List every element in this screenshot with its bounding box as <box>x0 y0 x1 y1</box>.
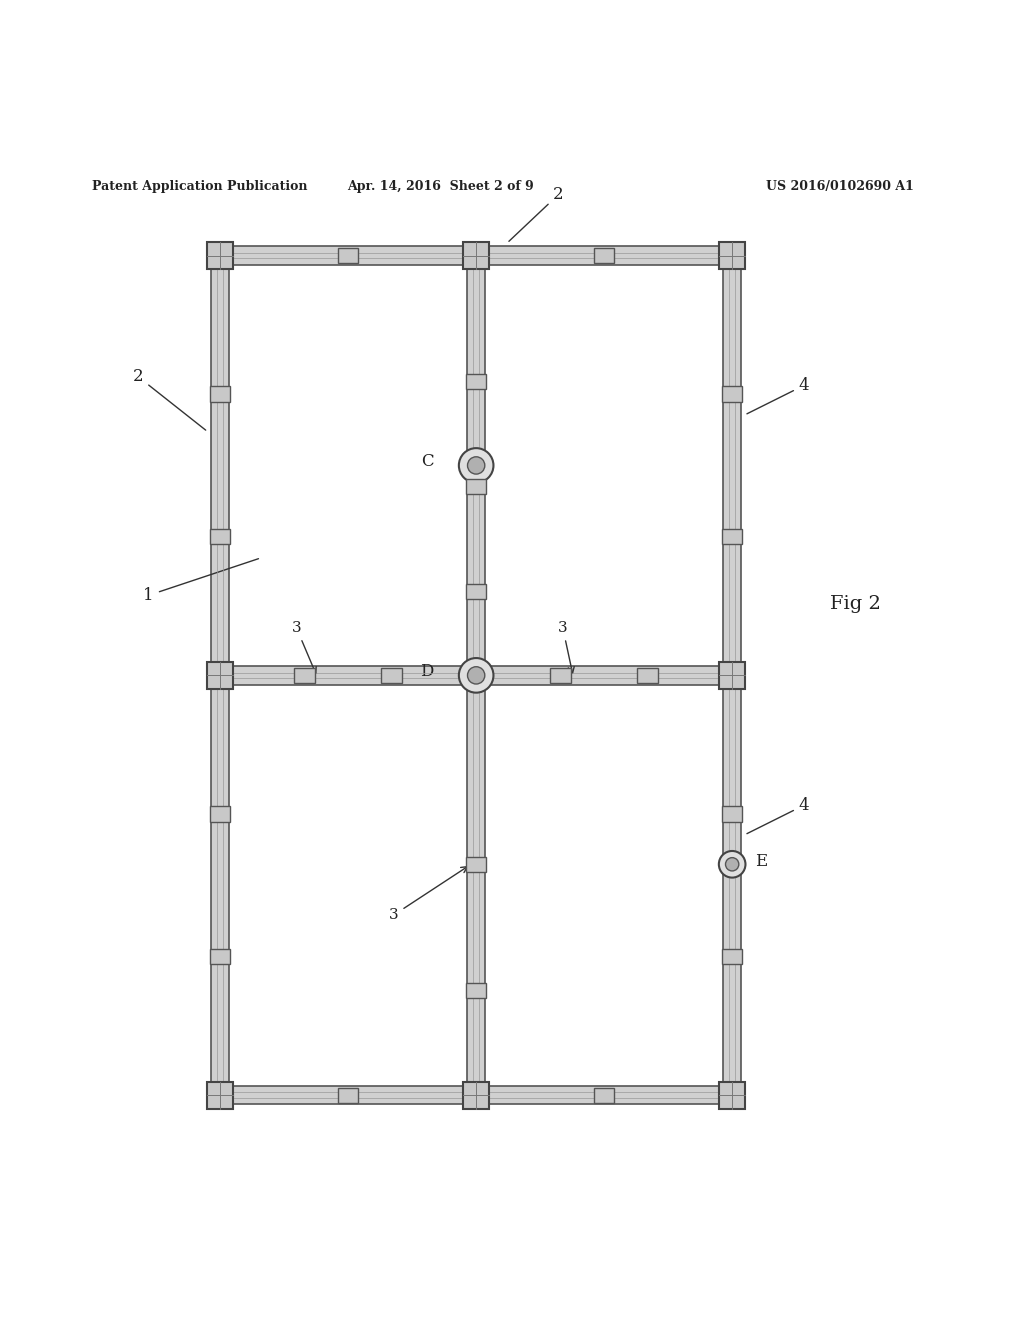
Text: 3: 3 <box>292 622 316 673</box>
FancyBboxPatch shape <box>463 1082 489 1109</box>
Text: Patent Application Publication: Patent Application Publication <box>92 181 307 194</box>
FancyBboxPatch shape <box>594 1088 614 1104</box>
FancyBboxPatch shape <box>719 242 745 269</box>
Text: 1: 1 <box>143 558 258 603</box>
Circle shape <box>459 659 494 693</box>
Circle shape <box>725 858 738 871</box>
Text: 3: 3 <box>389 867 467 921</box>
FancyBboxPatch shape <box>210 949 230 965</box>
FancyBboxPatch shape <box>210 529 230 544</box>
FancyBboxPatch shape <box>466 479 486 494</box>
Polygon shape <box>220 667 732 685</box>
Text: 4: 4 <box>746 797 809 834</box>
Text: C: C <box>421 453 433 470</box>
FancyBboxPatch shape <box>210 387 230 401</box>
FancyBboxPatch shape <box>207 242 233 269</box>
FancyBboxPatch shape <box>551 668 571 682</box>
Polygon shape <box>220 247 732 265</box>
FancyBboxPatch shape <box>722 949 742 965</box>
FancyBboxPatch shape <box>466 374 486 389</box>
Polygon shape <box>723 256 741 1096</box>
FancyBboxPatch shape <box>719 1082 745 1109</box>
Text: 4: 4 <box>746 378 809 414</box>
FancyBboxPatch shape <box>466 857 486 873</box>
FancyBboxPatch shape <box>207 1082 233 1109</box>
FancyBboxPatch shape <box>722 387 742 401</box>
FancyBboxPatch shape <box>466 583 486 599</box>
FancyBboxPatch shape <box>722 807 742 821</box>
FancyBboxPatch shape <box>338 248 358 263</box>
Polygon shape <box>467 256 485 1096</box>
Circle shape <box>459 447 494 483</box>
Text: Apr. 14, 2016  Sheet 2 of 9: Apr. 14, 2016 Sheet 2 of 9 <box>347 181 534 194</box>
Text: 3: 3 <box>558 622 574 673</box>
FancyBboxPatch shape <box>381 668 401 682</box>
Text: E: E <box>755 853 767 870</box>
Text: 2: 2 <box>133 368 206 430</box>
FancyBboxPatch shape <box>207 663 233 689</box>
Text: Fig 2: Fig 2 <box>829 595 881 612</box>
FancyBboxPatch shape <box>338 1088 358 1104</box>
FancyBboxPatch shape <box>719 663 745 689</box>
FancyBboxPatch shape <box>722 529 742 544</box>
Polygon shape <box>211 256 229 1096</box>
Text: D: D <box>420 663 434 680</box>
FancyBboxPatch shape <box>295 668 315 682</box>
Circle shape <box>719 851 745 878</box>
Text: US 2016/0102690 A1: US 2016/0102690 A1 <box>766 181 913 194</box>
FancyBboxPatch shape <box>463 242 489 269</box>
Circle shape <box>468 667 484 684</box>
Circle shape <box>468 457 484 474</box>
Polygon shape <box>220 1086 732 1105</box>
FancyBboxPatch shape <box>594 248 614 263</box>
FancyBboxPatch shape <box>637 668 658 682</box>
FancyBboxPatch shape <box>466 982 486 998</box>
Text: 2: 2 <box>509 186 563 242</box>
FancyBboxPatch shape <box>210 807 230 821</box>
